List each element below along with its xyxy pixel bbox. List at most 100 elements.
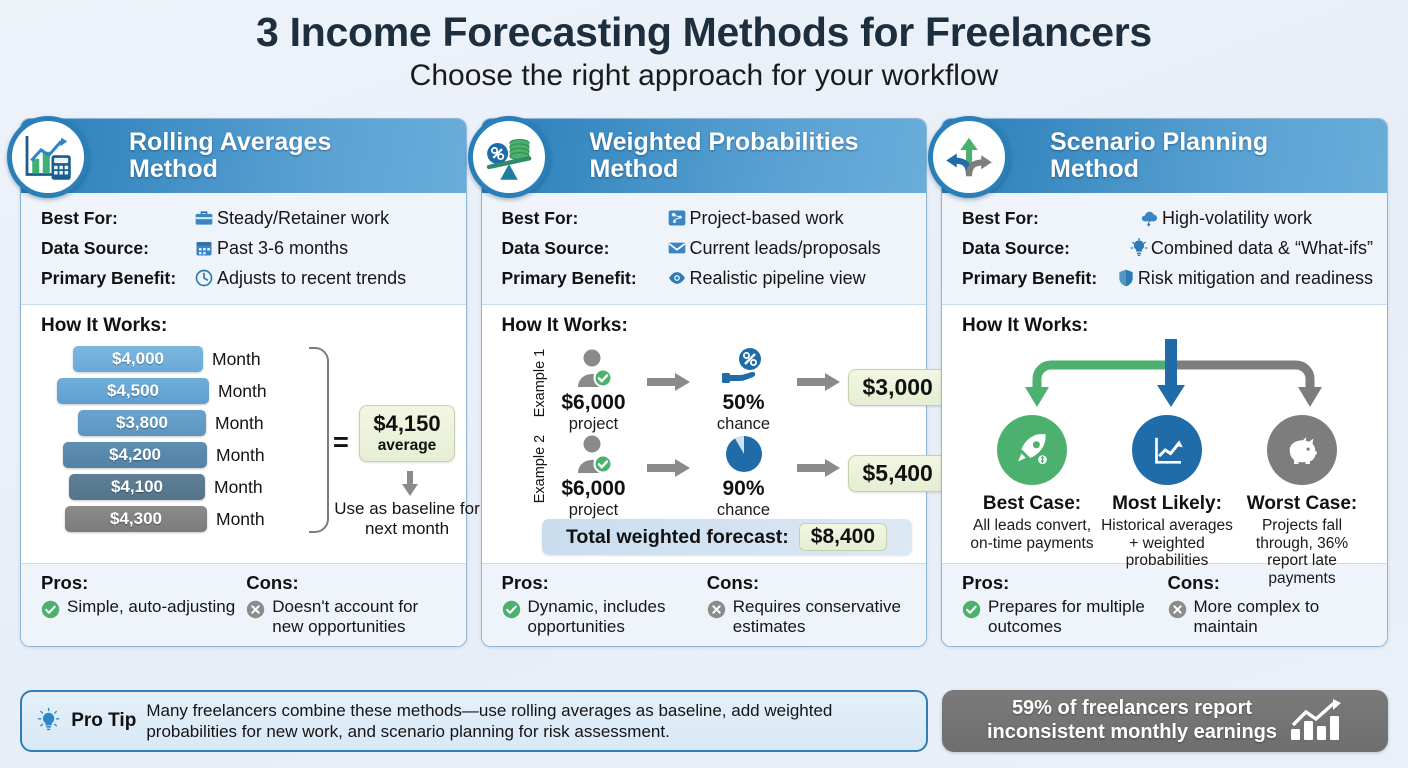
- cons-column: Cons: Requires conservative estimates: [707, 572, 912, 636]
- lightbulb-icon: [1126, 238, 1151, 258]
- example-2-amount-sub: project: [568, 500, 619, 519]
- example-1-amount: $6,000: [561, 391, 626, 414]
- card-header-weighted-probabilities: Weighted Probabilities Method: [467, 116, 926, 198]
- piggy-bank-icon: [1267, 415, 1337, 485]
- example-1-tag: Example 1: [531, 348, 548, 418]
- total-weighted-forecast: Total weighted forecast: $8,400: [541, 519, 912, 555]
- card-title-line2: Method: [589, 155, 679, 183]
- example-1-amount-sub: project: [568, 414, 619, 433]
- meta-label-data-source: Data Source:: [501, 237, 610, 258]
- example-2-tag: Example 2: [531, 434, 548, 504]
- storm-cloud-icon: [1136, 208, 1162, 228]
- pro-tip-banner: Pro Tip Many freelancers combine these m…: [20, 690, 928, 752]
- cons-text: More complex to maintain: [1193, 597, 1320, 636]
- pros-column: Pros: Prepares for multiple outcomes: [962, 572, 1168, 636]
- right-arrow-icon: [640, 343, 698, 421]
- page-subtitle: Choose the right approach for your workf…: [409, 58, 999, 92]
- how-it-works-heading: How It Works:: [501, 315, 628, 336]
- card-title-line1: Scenario Planning: [1050, 128, 1269, 156]
- table-row: $4,500 Month: [41, 375, 452, 407]
- example-1-chance-block: 50% chance: [698, 343, 790, 433]
- stat-line1: 59% of freelancers report: [1011, 697, 1253, 720]
- eye-icon: [664, 268, 690, 288]
- page-title: 3 Income Forecasting Methods for Freelan…: [256, 9, 1152, 55]
- cons-heading: Cons:: [246, 572, 299, 593]
- bar-label: Month: [212, 348, 261, 369]
- branch-arrows-icon: [1025, 339, 1322, 407]
- card-title-line1: Weighted Probabilities: [589, 128, 859, 156]
- line-chart-icon: [1132, 415, 1202, 485]
- cons-item: Requires conservative estimates: [707, 597, 912, 636]
- method-card-weighted-probabilities: Weighted Probabilities Method Best For: …: [467, 116, 948, 648]
- meta-row-primary-benefit: Primary Benefit: Adjusts to recent trend…: [41, 263, 452, 293]
- how-it-works-heading: How It Works:: [41, 315, 168, 336]
- stat-text: 59% of freelancers report inconsistent m…: [987, 697, 1277, 744]
- total-value: $8,400: [798, 523, 888, 551]
- bar-label: Month: [216, 444, 265, 465]
- how-it-works-heading: How It Works:: [962, 315, 1089, 336]
- average-label: average: [377, 437, 437, 454]
- percent-hand-icon: [698, 343, 790, 389]
- rocket-icon: [997, 415, 1067, 485]
- meta-value-primary-benefit: Adjusts to recent trends: [217, 267, 407, 288]
- bar-value: $3,800: [78, 410, 206, 436]
- scenario-branch-diagram: Best Case: All leads convert, on-time pa…: [962, 339, 1373, 587]
- pros-text: Prepares for multiple outcomes: [988, 597, 1145, 636]
- pros-cons-scenario-planning: Pros: Prepares for multiple outcomes Con…: [942, 563, 1387, 647]
- stat-line2: inconsistent monthly earnings: [986, 721, 1278, 743]
- card-title-line2: Method: [129, 155, 218, 183]
- x-circle-icon: [707, 600, 725, 619]
- scenario-desc: Projects fall through, 36% report late p…: [1255, 517, 1349, 587]
- meta-label-data-source: Data Source:: [41, 237, 149, 258]
- card-header-rolling-averages: Rolling Averages Method: [7, 116, 466, 198]
- pros-item: Prepares for multiple outcomes: [962, 597, 1168, 636]
- method-columns: Rolling Averages Method Best For: Steady…: [7, 116, 1388, 648]
- example-2-chance-sub: chance: [716, 500, 771, 519]
- example-2-result: $5,400: [847, 455, 948, 492]
- method-card-scenario-planning: Scenario Planning Method Best For: High-…: [928, 116, 1388, 648]
- meta-row-primary-benefit: Primary Benefit: Risk mitigation and rea…: [962, 263, 1373, 293]
- pros-column: Pros: Simple, auto-adjusting: [41, 572, 246, 636]
- pros-item: Simple, auto-adjusting: [41, 597, 246, 619]
- stat-banner: 59% of freelancers report inconsistent m…: [942, 690, 1388, 752]
- cons-item: More complex to maintain: [1168, 597, 1374, 636]
- scenario-most-likely: Most Likely: Historical averages + weigh…: [1101, 415, 1233, 570]
- how-it-works-scenario-planning: How It Works: Best Case:: [942, 305, 1387, 587]
- meta-label-primary-benefit: Primary Benefit:: [962, 267, 1098, 288]
- calendar-icon: [191, 238, 217, 258]
- scenario-desc: Historical averages + weighted probabili…: [1101, 517, 1233, 570]
- pros-cons-rolling-averages: Pros: Simple, auto-adjusting Cons: Doesn…: [21, 563, 466, 647]
- meta-label-data-source: Data Source:: [962, 237, 1070, 258]
- bar-label: Month: [218, 380, 267, 401]
- meta-strip-weighted-probabilities: Best For: Project-based work Data Source…: [481, 193, 926, 305]
- equals-sign: =: [333, 427, 349, 457]
- cons-heading: Cons:: [706, 572, 760, 593]
- cons-text: Requires conservative estimates: [732, 597, 901, 636]
- bar-label: Month: [215, 412, 264, 433]
- pros-cons-weighted-probabilities: Pros: Dynamic, includes opportunities Co…: [481, 563, 926, 647]
- pros-item: Dynamic, includes opportunities: [502, 597, 707, 636]
- table-row: $4,200 Month: [41, 439, 452, 471]
- pro-tip-text: Many freelancers combine these methods—u…: [146, 700, 833, 741]
- meta-row-data-source: Data Source: Current leads/proposals: [502, 233, 913, 263]
- total-label: Total weighted forecast:: [565, 525, 789, 548]
- meta-value-data-source: Past 3-6 months: [217, 237, 349, 258]
- person-check-icon: [548, 429, 640, 475]
- scenario-desc: All leads convert, on-time payments: [970, 517, 1094, 552]
- footer-row: Pro Tip Many freelancers combine these m…: [20, 690, 1388, 752]
- how-it-works-weighted-probabilities: How It Works: Example 1 $6,000 project: [481, 305, 948, 563]
- table-row: $3,800 Month: [41, 407, 452, 439]
- pros-heading: Pros:: [41, 572, 89, 593]
- table-row: $4,000 Month: [41, 343, 452, 375]
- scenario-worst-case: Worst Case: Projects fall through, 36% r…: [1236, 415, 1368, 588]
- average-value: $4,150: [373, 411, 441, 436]
- meta-row-data-source: Data Source: Combined data & “What-ifs”: [962, 233, 1373, 263]
- meta-row-best-for: Best For: Project-based work: [502, 203, 913, 233]
- bar-value: $4,500: [57, 378, 209, 404]
- briefcase-icon: [191, 208, 217, 228]
- baseline-note: Use as baseline for next month: [334, 499, 480, 539]
- scenario-best-case: Best Case: All leads convert, on-time pa…: [966, 415, 1098, 552]
- bar-value: $4,300: [65, 506, 207, 532]
- person-check-icon: [548, 343, 640, 389]
- average-callout: $4,150 average: [359, 405, 455, 462]
